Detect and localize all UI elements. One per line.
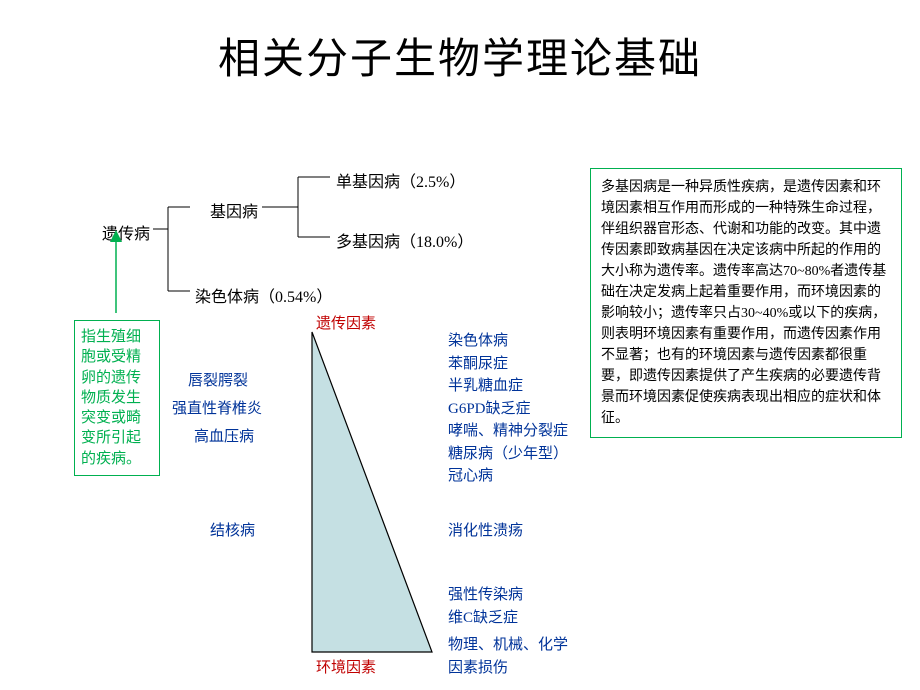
right-description-box: 多基因病是一种异质性疾病，是遗传因素和环境因素相互作用而形成的一种特殊生命过程，… <box>590 168 902 438</box>
tree-level3a: 单基因病（2.5%） <box>336 168 465 192</box>
left-description-box: 指生殖细胞或受精卵的遗传物质发生突变或畸变所引起的疾病。 <box>74 320 160 476</box>
left-blue-4: 结核病 <box>210 520 255 543</box>
right-blue-4: 物理、机械、化学 因素损伤 <box>448 634 568 679</box>
triangle-bottom-label: 环境因素 <box>316 656 376 677</box>
right-blue-2: 消化性溃疡 <box>448 520 523 543</box>
tree-level3b: 多基因病（18.0%） <box>336 228 473 252</box>
page-title: 相关分子生物学理论基础 <box>0 25 920 86</box>
left-blue-3: 高血压病 <box>194 426 254 449</box>
right-blue-1: 染色体病 苯酮尿症 半乳糖血症 G6PD缺乏症 哮喘、精神分裂症 糖尿病（少年型… <box>448 330 568 488</box>
tree-level2b: 染色体病（0.54%） <box>195 283 332 307</box>
tree-root: 遗传病 <box>102 220 150 244</box>
right-blue-3: 强性传染病 维C缺乏症 <box>448 584 523 629</box>
tree-level2a: 基因病 <box>210 198 258 222</box>
left-blue-2: 强直性脊椎炎 <box>172 398 262 421</box>
left-blue-1: 唇裂腭裂 <box>188 370 248 393</box>
triangle-top-label: 遗传因素 <box>316 312 376 333</box>
